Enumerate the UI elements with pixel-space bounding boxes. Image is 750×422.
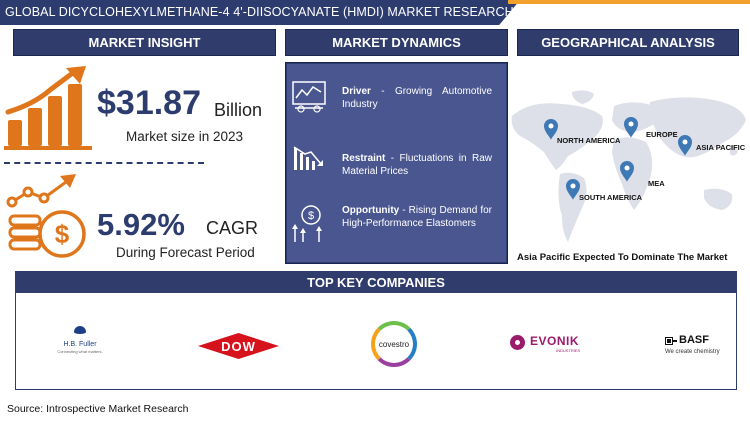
dynamics-driver: Driver - Growing Automotive Industry	[342, 86, 492, 111]
region-asia-pacific: ASIA PACIFIC	[696, 143, 746, 152]
opportunity-text: - Rising Demand for High-Performance Ela…	[342, 205, 492, 229]
evonik-name: EVONIK	[530, 334, 580, 348]
gears-chart-icon	[292, 81, 326, 113]
hbfuller-tagline: Connecting what matters.	[57, 349, 103, 354]
svg-text:$: $	[55, 219, 70, 249]
geography-caption: Asia Pacific Expected To Dominate The Ma…	[517, 252, 728, 263]
basf-name: BASF	[679, 334, 709, 346]
evonik-tagline: INDUSTRIES	[556, 348, 581, 353]
basf-tagline: We create chemistry	[665, 349, 720, 355]
market-insight-header: MARKET INSIGHT	[13, 29, 276, 56]
market-size-unit: Billion	[214, 100, 263, 120]
top-key-companies-header: TOP KEY COMPANIES	[15, 271, 737, 293]
region-europe: EUROPE	[646, 130, 678, 139]
restraint-label: Restraint	[342, 153, 386, 164]
pin-asia-pacific	[678, 135, 692, 156]
covestro-name: covestro	[378, 339, 410, 349]
market-dynamics-inner	[287, 64, 506, 262]
market-size-caption: Market size in 2023	[126, 129, 244, 144]
pin-north-america	[544, 119, 558, 140]
title-banner	[0, 0, 520, 25]
world-map	[511, 90, 746, 242]
geographical-analysis-header: GEOGRAPHICAL ANALYSIS	[517, 29, 739, 56]
insight-divider	[4, 162, 204, 164]
basf-logo: BASF We create chemistry	[665, 334, 727, 359]
hbfuller-name: H.B. Fuller	[63, 341, 97, 348]
restraint-text: - Fluctuations in Raw Material Prices	[342, 153, 492, 177]
source-credit: Source: Introspective Market Research	[7, 403, 189, 415]
region-mea: MEA	[648, 179, 665, 188]
title-accent-bar	[508, 0, 750, 4]
evonik-logo: EVONIK INDUSTRIES	[510, 334, 590, 354]
pin-europe	[624, 117, 638, 138]
market-dynamics-header: MARKET DYNAMICS	[285, 29, 508, 56]
declining-chart-icon	[293, 146, 323, 170]
hbfuller-logo: H.B. Fuller Connecting what matters.	[55, 326, 105, 354]
dynamics-opportunity: Opportunity - Rising Demand for High-Per…	[342, 205, 492, 230]
dynamics-restraint: Restraint - Fluctuations in Raw Material…	[342, 153, 492, 178]
report-title: GLOBAL DICYCLOHEXYLMETHANE-4 4'-DIISOCYA…	[5, 5, 570, 19]
covestro-logo: covestro	[371, 321, 417, 367]
opportunity-label: Opportunity	[342, 205, 400, 216]
svg-text:$: $	[308, 210, 314, 222]
pin-mea	[620, 161, 634, 182]
dow-name: DOW	[221, 338, 256, 354]
region-north-america: NORTH AMERICA	[557, 136, 621, 145]
growth-money-icon: $	[292, 205, 322, 242]
driver-text: - Growing Automotive Industry	[342, 86, 492, 110]
cagr-unit: CAGR	[206, 218, 259, 238]
coins-dollar-icon: $	[6, 174, 86, 258]
market-size-value: $31.87	[97, 84, 201, 122]
cagr-caption: During Forecast Period	[116, 245, 255, 260]
cagr-value: 5.92%	[97, 207, 185, 242]
region-south-america: SOUTH AMERICA	[579, 193, 643, 202]
growth-bar-chart-icon	[4, 66, 92, 150]
driver-label: Driver	[342, 86, 371, 97]
pin-south-america	[566, 179, 580, 200]
